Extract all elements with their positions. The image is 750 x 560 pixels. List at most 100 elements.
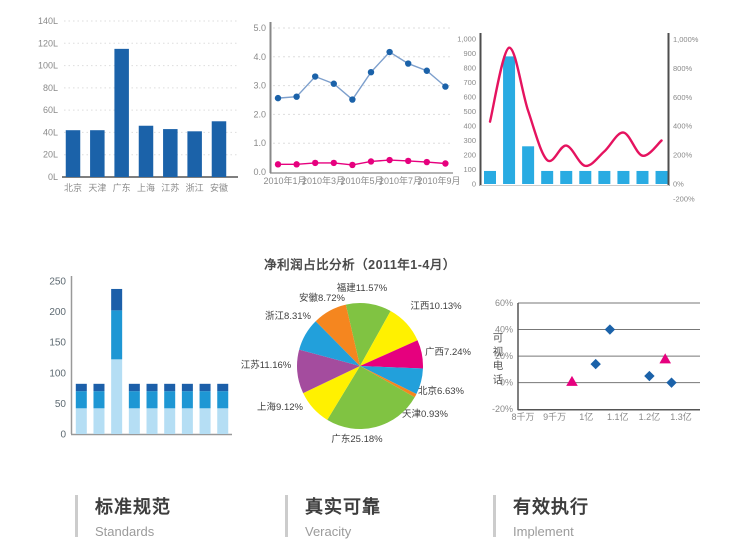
bar-segment bbox=[146, 408, 158, 434]
left-tick-label: 100 bbox=[463, 165, 476, 174]
x-tick-label: 2010年5月 bbox=[340, 175, 383, 186]
pie-slice-label: 浙江8.31% bbox=[265, 310, 311, 322]
triangle-marker bbox=[566, 375, 578, 386]
feature-divider bbox=[285, 495, 288, 537]
bar bbox=[211, 121, 227, 177]
bar-segment bbox=[111, 310, 123, 360]
pie-slice bbox=[315, 304, 360, 366]
left-tick-label: 1,000 bbox=[457, 35, 476, 44]
y-tick-label: 2.0 bbox=[253, 109, 266, 119]
bar bbox=[187, 131, 202, 177]
y-tick-label: 0.0 bbox=[253, 167, 266, 177]
pie-slice bbox=[327, 366, 415, 429]
bar-segment bbox=[146, 383, 158, 392]
bar bbox=[541, 170, 554, 184]
bar-segment bbox=[199, 383, 211, 392]
bar-segment bbox=[93, 391, 105, 409]
pink-series-marker bbox=[293, 161, 300, 168]
pie-slice bbox=[360, 340, 423, 369]
feature-veracity: 真实可靠 Veracity bbox=[285, 493, 381, 539]
bar-segment bbox=[164, 391, 176, 409]
blue-series-marker bbox=[423, 67, 430, 74]
y-tick-label: 0% bbox=[500, 378, 513, 388]
x-tick-label: 1亿 bbox=[579, 411, 593, 422]
bar-segment bbox=[199, 408, 211, 434]
pink-series-marker bbox=[312, 159, 319, 167]
feature-title-zh: 标准规范 bbox=[95, 497, 171, 517]
y-tick-label: 4.0 bbox=[253, 52, 266, 62]
left-tick-label: 0 bbox=[472, 180, 476, 189]
left-tick-label: 900 bbox=[463, 49, 476, 58]
bar bbox=[114, 48, 129, 177]
y-tick-label: 0L bbox=[48, 172, 58, 182]
right-tick-label: 800% bbox=[673, 64, 693, 73]
bar bbox=[617, 170, 630, 184]
pink-series-marker bbox=[405, 157, 412, 165]
profit-pie-chart: 福建11.57% 江西10.13% 广西7.24% 北京6.63% 天津0.93% 广东2… bbox=[241, 282, 472, 445]
y-tick-label: 40L bbox=[43, 127, 58, 137]
y-tick-label: 80L bbox=[43, 83, 58, 93]
x-tick-label: 2010年7月 bbox=[379, 175, 422, 186]
pink-series-marker bbox=[442, 160, 449, 167]
blue-series-marker bbox=[274, 94, 282, 102]
bar-segment bbox=[199, 391, 211, 409]
x-tick-label: 2010年9月 bbox=[417, 175, 460, 186]
bar-segment bbox=[75, 408, 87, 434]
bar-segment bbox=[93, 383, 105, 392]
pink-series-marker bbox=[349, 161, 356, 169]
pie-slice-label: 江西10.13% bbox=[410, 301, 462, 312]
pink-series-marker bbox=[367, 158, 375, 165]
trend-curve bbox=[488, 46, 663, 168]
pie-slice-label: 广西7.24% bbox=[425, 346, 471, 358]
diamond-marker bbox=[604, 324, 616, 335]
pie-slice bbox=[303, 366, 360, 420]
bar-segment bbox=[93, 408, 105, 434]
left-tick-label: 200 bbox=[463, 151, 476, 160]
blue-series-marker bbox=[349, 96, 356, 103]
feature-title-zh: 真实可靠 bbox=[305, 497, 381, 517]
feature-divider bbox=[75, 495, 78, 537]
bar bbox=[598, 170, 611, 184]
y-tick-label: 50 bbox=[55, 399, 67, 410]
bar-segment bbox=[111, 288, 123, 311]
pink-series-marker bbox=[330, 159, 337, 167]
blue-series-marker bbox=[405, 60, 412, 67]
feature-divider bbox=[493, 495, 496, 537]
y-tick-label: -20% bbox=[492, 404, 513, 414]
bar-segment bbox=[75, 391, 87, 409]
pie-slice-label: 江苏11.16% bbox=[241, 359, 292, 371]
y-tick-label: 250 bbox=[49, 277, 66, 288]
left-tick-label: 500 bbox=[463, 107, 476, 116]
bar bbox=[503, 56, 516, 184]
bar-segment bbox=[217, 383, 229, 392]
bar bbox=[655, 170, 668, 184]
y-tick-label: 60L bbox=[43, 105, 58, 115]
y-tick-label: 1.0 bbox=[253, 138, 266, 148]
y-tick-label: 120L bbox=[38, 38, 58, 48]
x-tick-label: 天津 bbox=[88, 183, 106, 193]
scatter-y-axis-title: 可视电话 bbox=[492, 332, 504, 386]
y-tick-label: 100L bbox=[38, 61, 58, 71]
bar-segment bbox=[217, 391, 229, 409]
bar-segment bbox=[128, 383, 140, 392]
feature-subtitle-en: Implement bbox=[513, 524, 574, 539]
pink-series-marker bbox=[423, 158, 430, 166]
bar bbox=[163, 129, 178, 177]
diamond-marker bbox=[590, 358, 601, 370]
bar bbox=[90, 130, 105, 177]
y-tick-label: 200 bbox=[49, 307, 66, 318]
right-tick-label: 400% bbox=[673, 122, 693, 131]
bar bbox=[636, 170, 649, 184]
bar-segment bbox=[128, 391, 140, 409]
diamond-marker bbox=[666, 377, 677, 388]
x-tick-label: 安徽 bbox=[210, 182, 228, 193]
blue-series-marker bbox=[293, 93, 300, 100]
y-tick-label: 0 bbox=[60, 430, 66, 441]
x-tick-label: 浙江 bbox=[186, 182, 204, 193]
bar bbox=[484, 170, 496, 184]
bar-segment bbox=[181, 391, 193, 409]
scatter-chart: 60% 40% 20% 0% -20%8千万 9千万 1亿 1.1亿 1.2亿 1.3亿 bbox=[492, 298, 700, 422]
x-tick-label: 江苏 bbox=[161, 182, 179, 193]
feature-implement: 有效执行 Implement bbox=[493, 493, 589, 539]
